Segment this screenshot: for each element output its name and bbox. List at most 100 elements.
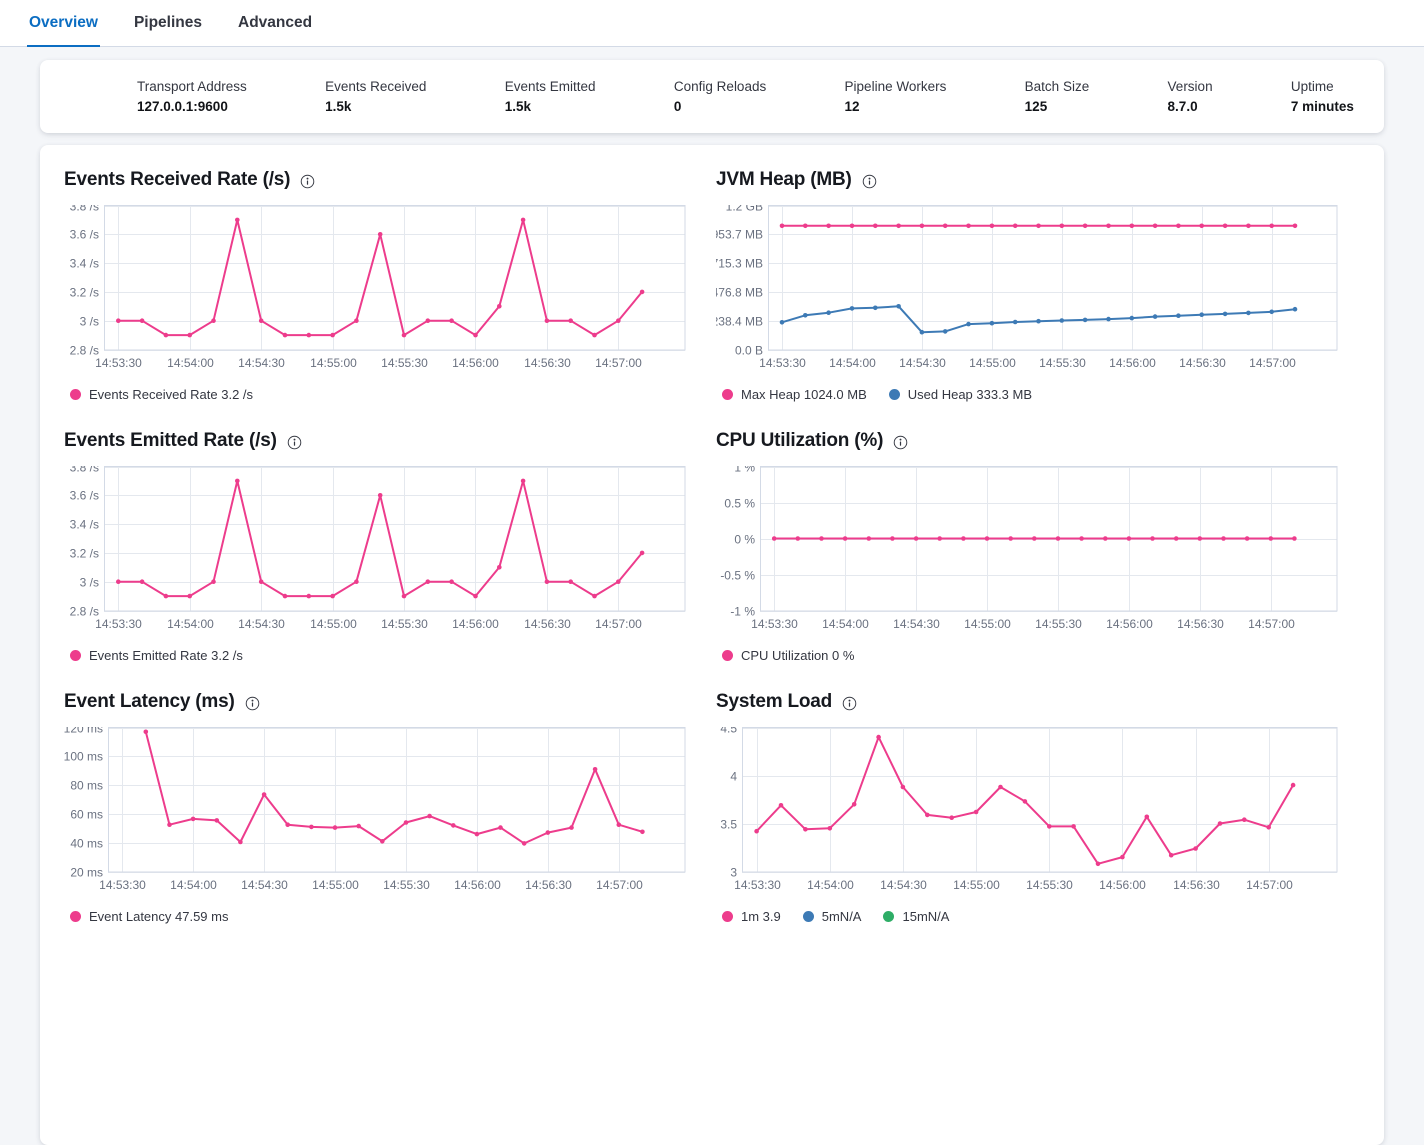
svg-text:-1 %: -1 % bbox=[730, 605, 755, 619]
svg-text:80 ms: 80 ms bbox=[70, 779, 103, 793]
svg-text:14:54:30: 14:54:30 bbox=[238, 356, 285, 370]
summary-item-uptime: Uptime 7 minutes bbox=[1291, 79, 1354, 114]
summary-label: Batch Size bbox=[1024, 79, 1090, 94]
svg-text:14:56:00: 14:56:00 bbox=[452, 356, 499, 370]
legend-item[interactable]: 1m 3.9 bbox=[722, 909, 781, 924]
svg-text:14:54:00: 14:54:00 bbox=[170, 878, 217, 892]
chart-legend: Event Latency 47.59 ms bbox=[64, 909, 686, 924]
legend-dot-icon bbox=[722, 650, 733, 661]
legend-label: Events Emitted Rate 3.2 /s bbox=[89, 648, 243, 663]
legend-item[interactable]: Events Received Rate 3.2 /s bbox=[70, 387, 253, 402]
legend-label: Event Latency 47.59 ms bbox=[89, 909, 229, 924]
svg-text:40 ms: 40 ms bbox=[70, 837, 103, 851]
info-icon[interactable] bbox=[893, 435, 908, 450]
tab-overview-label: Overview bbox=[29, 13, 98, 31]
tab-advanced-label: Advanced bbox=[238, 13, 313, 31]
summary-label: Events Received bbox=[325, 79, 427, 94]
summary-item-pipeline-workers: Pipeline Workers 12 bbox=[845, 79, 947, 114]
svg-text:0 %: 0 % bbox=[734, 533, 755, 547]
info-icon[interactable] bbox=[862, 174, 877, 189]
summary-value: 0 bbox=[673, 99, 682, 114]
chart-events-received-rate: Events Received Rate (/s) 14:53:30 14:54:… bbox=[64, 169, 686, 402]
tab-advanced[interactable]: Advanced bbox=[236, 0, 314, 47]
svg-text:3.5: 3.5 bbox=[720, 818, 737, 832]
svg-text:4.5: 4.5 bbox=[720, 727, 737, 736]
chart-event-latency: Event Latency (ms) 14:53:30 14:54:00 14:54… bbox=[64, 691, 686, 924]
svg-text:14:54:00: 14:54:00 bbox=[822, 617, 869, 631]
tab-pipelines[interactable]: Pipelines bbox=[132, 0, 204, 47]
cpu-utilization-plot: 14:53:30 14:54:00 14:54:30 14:55:00 14:55:30… bbox=[720, 466, 1338, 631]
events-emitted-rate-plot: 14:53:30 14:54:00 14:54:30 14:55:00 14:55:30… bbox=[70, 466, 686, 631]
svg-text:14:57:00: 14:57:00 bbox=[1246, 878, 1293, 892]
info-icon[interactable] bbox=[245, 696, 260, 711]
svg-text:14:53:30: 14:53:30 bbox=[99, 878, 146, 892]
events-received-rate-plot: 14:53:30 14:54:00 14:54:30 14:55:00 14:55:30… bbox=[70, 205, 686, 370]
chart-title: Events Received Rate (/s) bbox=[64, 169, 291, 190]
legend-label: 1m 3.9 bbox=[741, 909, 781, 924]
svg-text:14:55:00: 14:55:00 bbox=[312, 878, 359, 892]
info-icon[interactable] bbox=[287, 435, 302, 450]
summary-value: 8.7.0 bbox=[1167, 99, 1198, 114]
svg-text:14:53:30: 14:53:30 bbox=[751, 617, 798, 631]
svg-text:14:55:30: 14:55:30 bbox=[381, 617, 428, 631]
tab-overview[interactable]: Overview bbox=[27, 0, 100, 47]
svg-text:476.8 MB: 476.8 MB bbox=[716, 286, 763, 300]
tab-bar: Overview Pipelines Advanced bbox=[0, 0, 1424, 47]
svg-text:14:54:30: 14:54:30 bbox=[241, 878, 288, 892]
svg-text:3.8 /s: 3.8 /s bbox=[70, 466, 99, 475]
svg-text:14:56:00: 14:56:00 bbox=[1109, 356, 1156, 370]
svg-text:14:57:00: 14:57:00 bbox=[595, 617, 642, 631]
svg-text:120 ms: 120 ms bbox=[64, 727, 103, 736]
svg-text:14:56:30: 14:56:30 bbox=[1179, 356, 1226, 370]
event-latency-plot: 14:53:30 14:54:00 14:54:30 14:55:00 14:55:30… bbox=[64, 727, 686, 892]
svg-text:14:55:00: 14:55:00 bbox=[310, 617, 357, 631]
legend-dot-icon bbox=[70, 911, 81, 922]
chart-cpu-utilization: CPU Utilization (%) 14:53:30 14:54:00 14:5… bbox=[716, 430, 1338, 663]
svg-text:14:55:00: 14:55:00 bbox=[953, 878, 1000, 892]
legend-item[interactable]: 15mN/A bbox=[883, 909, 949, 924]
summary-value: 12 bbox=[844, 99, 860, 114]
legend-item[interactable]: Event Latency 47.59 ms bbox=[70, 909, 228, 924]
svg-text:14:55:30: 14:55:30 bbox=[1039, 356, 1086, 370]
jvm-heap-plot: 14:53:30 14:54:00 14:54:30 14:55:00 14:55:30… bbox=[716, 205, 1338, 370]
svg-text:1.2 GB: 1.2 GB bbox=[726, 205, 763, 214]
legend-item[interactable]: CPU Utilization 0 % bbox=[722, 648, 854, 663]
svg-text:14:53:30: 14:53:30 bbox=[759, 356, 806, 370]
info-icon[interactable] bbox=[842, 696, 857, 711]
svg-text:14:54:30: 14:54:30 bbox=[899, 356, 946, 370]
svg-text:14:56:00: 14:56:00 bbox=[1106, 617, 1153, 631]
chart-jvm-heap: JVM Heap (MB) 14:53:30 14:54:00 14:54:30 14… bbox=[716, 169, 1338, 402]
summary-label: Events Emitted bbox=[504, 79, 596, 94]
svg-text:14:56:00: 14:56:00 bbox=[1099, 878, 1146, 892]
svg-text:14:55:00: 14:55:00 bbox=[969, 356, 1016, 370]
svg-text:238.4 MB: 238.4 MB bbox=[716, 315, 763, 329]
svg-text:2.8 /s: 2.8 /s bbox=[70, 605, 99, 619]
summary-label: Pipeline Workers bbox=[844, 79, 947, 94]
legend-item[interactable]: Max Heap 1024.0 MB bbox=[722, 387, 867, 402]
legend-item[interactable]: Events Emitted Rate 3.2 /s bbox=[70, 648, 243, 663]
svg-text:14:55:00: 14:55:00 bbox=[964, 617, 1011, 631]
chart-title: Event Latency (ms) bbox=[64, 691, 235, 712]
svg-text:14:56:30: 14:56:30 bbox=[524, 617, 571, 631]
svg-text:60 ms: 60 ms bbox=[70, 808, 103, 822]
svg-text:1 %: 1 % bbox=[734, 466, 755, 475]
legend-dot-icon bbox=[722, 911, 733, 922]
legend-item[interactable]: Used Heap 333.3 MB bbox=[888, 387, 1032, 402]
chart-legend: Events Emitted Rate 3.2 /s bbox=[64, 648, 686, 663]
svg-text:3.2 /s: 3.2 /s bbox=[70, 547, 99, 561]
svg-text:14:56:30: 14:56:30 bbox=[1173, 878, 1220, 892]
chart-system-load: System Load 14:53:30 14:54:00 14:54:30 14:5… bbox=[716, 691, 1338, 924]
svg-text:3.2 /s: 3.2 /s bbox=[70, 286, 99, 300]
chart-legend: CPU Utilization 0 % bbox=[716, 648, 1338, 663]
svg-text:14:55:00: 14:55:00 bbox=[310, 356, 357, 370]
legend-item[interactable]: 5mN/A bbox=[802, 909, 861, 924]
summary-value: 7 minutes bbox=[1290, 99, 1354, 114]
legend-dot-icon bbox=[883, 911, 895, 922]
chart-title: Events Emitted Rate (/s) bbox=[64, 430, 277, 451]
summary-label: Config Reloads bbox=[673, 79, 767, 94]
info-icon[interactable] bbox=[300, 174, 315, 189]
svg-text:3.8 /s: 3.8 /s bbox=[70, 205, 99, 214]
svg-text:14:56:30: 14:56:30 bbox=[524, 356, 571, 370]
summary-item-batch-size: Batch Size 125 bbox=[1025, 79, 1090, 114]
legend-label: Max Heap 1024.0 MB bbox=[741, 387, 867, 402]
